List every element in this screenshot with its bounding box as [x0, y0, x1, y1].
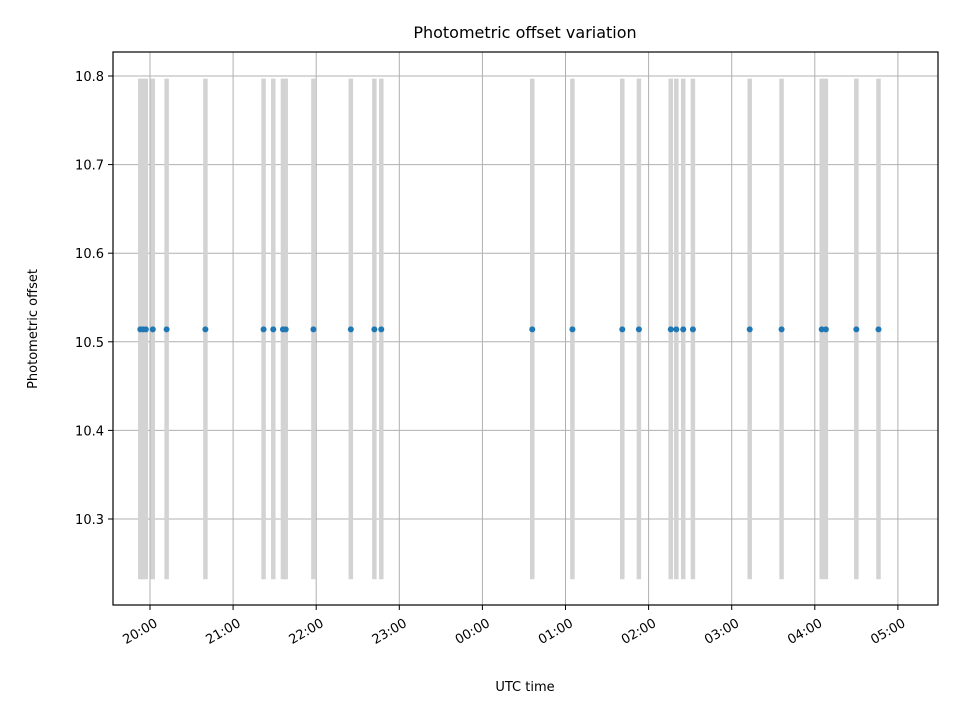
- y-tick-label: 10.5: [75, 336, 104, 351]
- error-bars: [138, 78, 881, 580]
- x-tick-label: 04:00: [785, 616, 825, 648]
- data-point: [371, 326, 378, 333]
- x-tick-label: 00:00: [453, 616, 493, 648]
- y-tick-label: 10.3: [75, 513, 104, 528]
- y-axis-label: Photometric offset: [26, 269, 41, 389]
- data-point: [818, 326, 825, 333]
- x-axis-label: UTC time: [495, 680, 554, 695]
- data-point: [875, 326, 882, 333]
- data-point: [689, 326, 696, 333]
- chart-title: Photometric offset variation: [413, 23, 636, 42]
- data-point: [202, 326, 209, 333]
- data-point: [163, 326, 170, 333]
- data-point: [142, 326, 149, 333]
- x-tick-label: 01:00: [536, 616, 576, 648]
- data-point: [822, 326, 829, 333]
- grid: [113, 52, 938, 605]
- data-point: [673, 326, 680, 333]
- data-point: [680, 326, 687, 333]
- data-point: [310, 326, 317, 333]
- data-point: [529, 326, 536, 333]
- plot-frame: [112, 51, 939, 606]
- data-point: [569, 326, 576, 333]
- data-point: [149, 326, 156, 333]
- data-point: [635, 326, 642, 333]
- data-point: [667, 326, 674, 333]
- data-points: [137, 326, 882, 333]
- y-tick-label: 10.7: [75, 159, 104, 174]
- x-tick-label: 20:00: [120, 616, 160, 648]
- x-tick-label: 23:00: [370, 616, 410, 648]
- x-axis: 20:00 21:00 22:00 23:00 00:00 01:00 02:00 03:00…: [120, 605, 908, 648]
- data-point: [619, 326, 626, 333]
- data-point: [853, 326, 860, 333]
- data-point: [270, 326, 277, 333]
- data-point: [746, 326, 753, 333]
- x-tick-label: 05:00: [868, 616, 908, 648]
- data-point: [282, 326, 289, 333]
- x-tick-label: 21:00: [204, 616, 244, 648]
- data-point: [778, 326, 785, 333]
- x-tick-label: 03:00: [702, 616, 742, 648]
- y-tick-label: 10.6: [75, 247, 104, 262]
- y-tick-label: 10.8: [75, 70, 104, 85]
- y-axis: 10.3 10.4 10.5 10.6 10.7 10.8: [75, 70, 113, 528]
- data-point: [378, 326, 385, 333]
- y-tick-label: 10.4: [75, 424, 104, 439]
- data-point: [260, 326, 267, 333]
- x-tick-label: 22:00: [287, 616, 327, 648]
- x-tick-label: 02:00: [619, 616, 659, 648]
- data-point: [347, 326, 354, 333]
